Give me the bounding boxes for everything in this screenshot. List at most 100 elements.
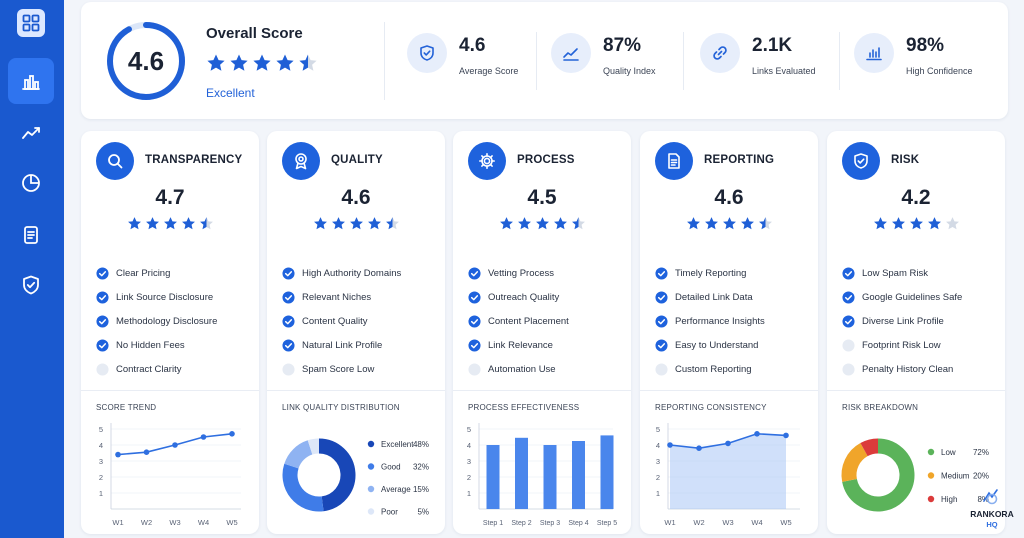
star-icon [722,217,736,230]
divider [384,22,385,100]
criteria-label: Custom Reporting [675,363,752,375]
legend-label: Poor [381,508,398,517]
empty-circle-icon [282,362,295,376]
score-trend-chart: 1 2 3 4 5 W1 W2 W3 W4 W5 [99,423,241,527]
overall-star-rating [206,53,318,73]
x-tick-label: W1 [664,518,675,527]
y-tick-label: 5 [656,425,660,434]
data-point [143,449,150,455]
overall-rating-label: Excellent [206,86,255,100]
star-icon [253,54,271,71]
criteria-item: Penalty History Clean [842,357,962,381]
criteria-item: Timely Reporting [655,261,765,285]
bar-chart-icon [854,33,894,73]
card-title: RISK [891,154,920,166]
legend-swatch [927,472,935,479]
criteria-item: Link Source Disclosure [96,285,217,309]
card-star-rating [640,216,818,231]
check-circle-icon [468,266,481,280]
chart-title: RISK BREAKDOWN [842,403,919,412]
check-circle-icon [842,266,855,280]
risk-breakdown-chart: Low 72% Medium 20% High 8% [841,438,989,512]
x-tick-label: W5 [226,518,237,527]
criteria-list: High Authority Domains Relevant Niches Con… [282,261,401,381]
sidebar-item-documents[interactable] [8,212,54,258]
data-point [667,442,673,448]
chart-title: LINK QUALITY DISTRIBUTION [282,403,400,412]
card-title: PROCESS [517,154,575,166]
data-point [229,431,235,437]
check-circle-icon [655,338,668,352]
sidebar [0,0,64,538]
divider [453,390,631,391]
card-score: 4.5 [527,186,557,209]
x-tick-label: W2 [141,518,152,527]
criteria-label: Footprint Risk Low [862,339,941,351]
criteria-item: Custom Reporting [655,357,765,381]
criteria-label: Detailed Link Data [675,291,753,303]
y-tick-label: 3 [99,457,103,466]
series-area [670,433,786,509]
data-point [696,445,702,451]
legend-label: Medium [941,472,970,481]
x-tick-label: W1 [112,518,123,527]
criteria-label: Methodology Disclosure [116,315,218,327]
pie-slice [842,438,915,512]
criteria-label: Spam Score Low [302,363,375,375]
pie-chart-icon [22,174,40,192]
legend-value: 5% [417,508,429,517]
y-tick-label: 2 [656,473,660,482]
star-icon [909,217,923,230]
gear-icon [468,142,506,180]
star-icon [385,217,399,230]
process-effectiveness-chart: 1 2 3 4 5 Step 1 Step 2 Step 3 Step 4 Step 5 [467,423,617,527]
stat-average-score: 4.6 Average Score [407,29,527,85]
criteria-item: Low Spam Risk [842,261,962,285]
card-score: 4.6 [341,186,371,209]
pie-slice [841,443,869,482]
check-circle-icon [655,314,668,328]
legend-swatch [927,495,935,503]
pie-slice [282,463,324,512]
sidebar-item-analytics[interactable] [8,58,54,104]
stat-value: 2.1K [752,35,793,56]
legend-value: 48% [413,440,429,449]
x-tick-label: Step 3 [540,520,560,527]
criteria-item: Content Placement [468,309,569,333]
divider [536,32,537,90]
y-tick-label: 1 [656,489,660,498]
star-icon [230,54,248,71]
sidebar-item-reports[interactable] [8,160,54,206]
bar [515,437,528,509]
divider [267,390,445,391]
legend-swatch [367,485,375,493]
y-tick-label: 1 [467,489,471,498]
check-circle-icon [282,290,295,304]
star-icon [331,217,345,230]
x-tick-label: Step 1 [483,520,503,527]
stat-label: Links Evaluated [752,66,816,76]
sidebar-item-trends[interactable] [8,110,54,156]
card-score: 4.2 [901,186,931,209]
data-point [725,440,731,447]
check-circle-icon [96,266,109,280]
stat-high-confidence: 98% High Confidence [854,29,994,85]
criteria-label: Content Quality [302,315,368,327]
star-icon [758,217,772,230]
criteria-list: Clear Pricing Link Source Disclosure Metho… [96,261,217,381]
criteria-label: Google Guidelines Safe [862,291,963,303]
dashboard-icon[interactable] [17,9,45,37]
pie-slice [860,438,879,457]
legend-label: Good [381,463,401,472]
criteria-label: Content Placement [488,315,569,327]
card-process: PROCESS 4.5 Vetting Process Outreach Qual… [453,131,631,534]
data-point [115,451,121,458]
stat-quality-index: 87% Quality Index [551,29,691,85]
empty-circle-icon [842,338,855,352]
sidebar-item-security[interactable] [8,262,54,308]
data-point [200,434,207,440]
legend-swatch [367,440,375,448]
empty-circle-icon [96,362,109,376]
criteria-item: High Authority Domains [282,261,401,285]
data-point [783,432,789,439]
